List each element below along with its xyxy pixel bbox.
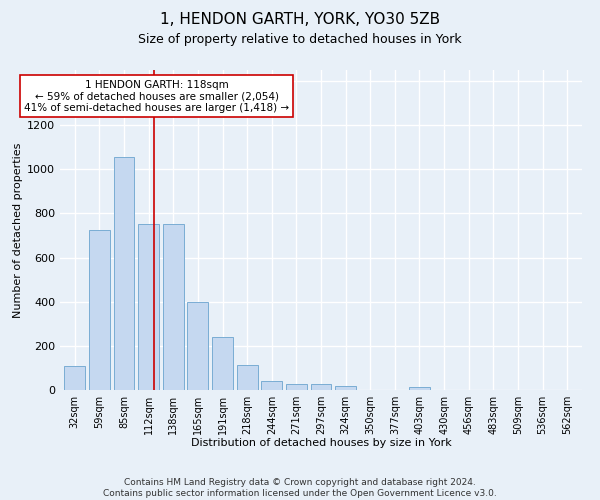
Bar bbox=[212, 338, 233, 390]
Bar bbox=[113, 156, 134, 390]
Bar bbox=[261, 381, 282, 390]
Bar bbox=[163, 224, 184, 390]
Bar bbox=[286, 384, 307, 390]
Bar bbox=[89, 230, 110, 390]
Bar bbox=[138, 224, 159, 390]
Text: Size of property relative to detached houses in York: Size of property relative to detached ho… bbox=[138, 32, 462, 46]
Text: 1 HENDON GARTH: 118sqm
← 59% of detached houses are smaller (2,054)
41% of semi-: 1 HENDON GARTH: 118sqm ← 59% of detached… bbox=[24, 80, 289, 113]
Bar bbox=[64, 366, 85, 390]
Bar bbox=[187, 302, 208, 390]
Bar bbox=[236, 365, 257, 390]
Bar bbox=[409, 387, 430, 390]
Bar bbox=[311, 384, 331, 390]
Text: 1, HENDON GARTH, YORK, YO30 5ZB: 1, HENDON GARTH, YORK, YO30 5ZB bbox=[160, 12, 440, 28]
Bar bbox=[335, 386, 356, 390]
Text: Contains HM Land Registry data © Crown copyright and database right 2024.
Contai: Contains HM Land Registry data © Crown c… bbox=[103, 478, 497, 498]
Y-axis label: Number of detached properties: Number of detached properties bbox=[13, 142, 23, 318]
X-axis label: Distribution of detached houses by size in York: Distribution of detached houses by size … bbox=[191, 438, 451, 448]
